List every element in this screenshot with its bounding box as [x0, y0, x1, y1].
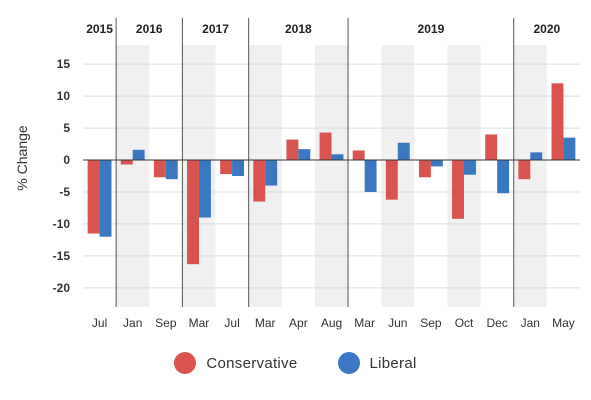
bar-liberal: [331, 154, 344, 161]
bar-liberal: [132, 149, 145, 161]
bar-liberal: [165, 160, 178, 180]
legend-label-conservative: Conservative: [206, 354, 298, 372]
bar-liberal: [497, 160, 510, 194]
bar-liberal: [99, 160, 112, 237]
x-tick-label: Jan: [521, 316, 540, 330]
bar-liberal: [464, 160, 476, 175]
x-tick-label: Aug: [321, 316, 342, 330]
legend-item-liberal: Liberal: [337, 352, 417, 374]
bar-conservative: [187, 160, 199, 265]
x-tick-label: Mar: [189, 316, 210, 330]
bars: [87, 83, 576, 265]
bar-conservative: [418, 160, 431, 178]
bar-liberal: [364, 160, 377, 192]
x-tick-label: Sep: [155, 316, 177, 330]
bar-liberal: [298, 149, 311, 161]
x-tick-label: Sep: [420, 316, 442, 330]
x-tick-label: Dec: [486, 316, 507, 330]
bar-conservative: [352, 150, 365, 161]
shaded-bands: [116, 45, 547, 307]
year-separators: [115, 18, 515, 307]
y-tick-label: 15: [57, 57, 71, 71]
bar-liberal: [265, 160, 278, 186]
y-tick-label: 5: [63, 121, 70, 135]
year-label: 2017: [202, 22, 229, 36]
legend-label-liberal: Liberal: [369, 354, 417, 372]
year-labels: 2015 2016 2017 2018 2019 2020: [86, 22, 560, 36]
year-label: 2020: [534, 22, 561, 36]
y-tick-label: -20: [53, 281, 71, 295]
y-tick-label: 10: [57, 89, 71, 103]
bar-conservative: [87, 160, 100, 234]
x-tick-label: Mar: [354, 316, 375, 330]
x-tick-label: Jul: [92, 316, 107, 330]
bar-conservative: [452, 160, 465, 219]
y-tick-label: -10: [53, 217, 71, 231]
shaded-band: [116, 45, 150, 307]
bar-conservative: [220, 160, 233, 175]
y-tick-label: 0: [63, 153, 70, 167]
year-label: 2019: [418, 22, 445, 36]
year-label: 2016: [136, 22, 163, 36]
x-tick-label: May: [552, 316, 575, 330]
legend-swatch-conservative: [174, 352, 197, 374]
legend: Conservative Liberal: [0, 352, 591, 374]
legend-item-conservative: Conservative: [174, 352, 297, 374]
bar-liberal: [530, 152, 543, 161]
year-label: 2018: [285, 22, 312, 36]
x-tick-label: Oct: [455, 316, 474, 330]
bar-conservative: [253, 160, 266, 202]
bar-liberal: [563, 137, 576, 161]
x-tick-labels: Jul Jan Sep Mar Jul Mar Apr Aug Mar Jun Sep Oct Dec J…: [92, 316, 575, 330]
y-axis-label: % Change: [14, 125, 30, 191]
x-tick-label: Jun: [388, 316, 407, 330]
bar-conservative: [485, 134, 498, 161]
legend-swatch-liberal: [337, 352, 360, 374]
bar-conservative: [518, 160, 531, 180]
bar-conservative: [319, 132, 332, 161]
y-tick-label: -15: [53, 249, 71, 263]
bar-conservative: [120, 160, 133, 165]
y-tick-labels: 15 10 5 0 -5 -10 -15 -20: [53, 57, 71, 295]
x-tick-label: Mar: [255, 316, 276, 330]
bar-conservative: [385, 160, 398, 200]
x-tick-label: Apr: [289, 316, 308, 330]
bar-liberal: [397, 142, 410, 161]
gridlines: [83, 63, 580, 289]
x-tick-label: Jan: [123, 316, 142, 330]
bar-conservative: [153, 160, 166, 178]
y-tick-label: -5: [59, 185, 70, 199]
bar-liberal: [232, 160, 245, 176]
bar-conservative: [286, 139, 299, 161]
year-label: 2015: [86, 22, 113, 36]
bar-liberal: [430, 160, 443, 167]
shaded-band: [314, 45, 349, 307]
bar-conservative: [551, 83, 564, 161]
x-tick-label: Jul: [224, 316, 239, 330]
bar-liberal: [198, 160, 211, 218]
